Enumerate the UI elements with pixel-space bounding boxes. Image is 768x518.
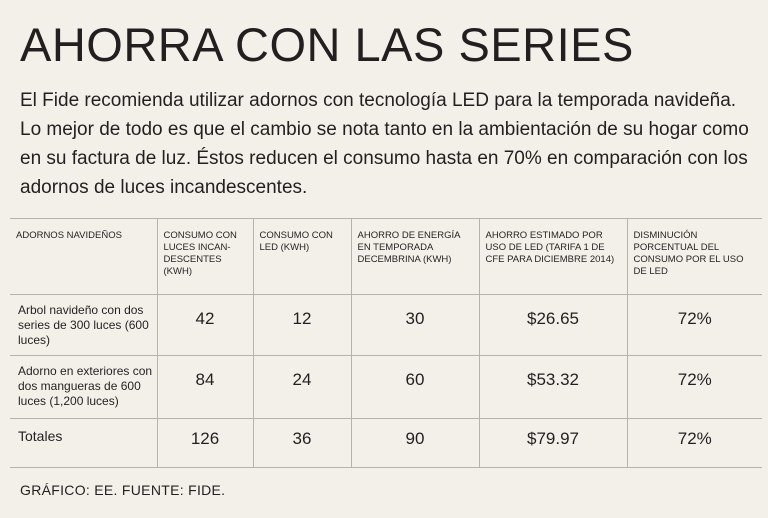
header-disminucion: DISMINUCIÓN PORCENTUAL DEL CONSUMO POR E… [626,218,762,295]
table-row: Adorno en exteriores con dos mangueras d… [10,355,762,419]
cell-ahorro-energia: 30 [350,294,480,356]
intro-paragraph: El Fide recomienda utilizar adornos con … [20,90,749,198]
header-consumo-led: CONSUMO CON LED (KWH) [252,218,352,295]
row-label: Adorno en exteriores con dos mangueras d… [10,355,158,419]
header-ahorro-estimado: AHORRO ESTIMADO POR USO DE LED (TARIFA 1… [478,218,628,295]
cell-ahorro-estimado: $26.65 [478,294,628,356]
header-consumo-incandescentes: CONSUMO CON LUCES INCAN-DESCENTES (KWH) [156,218,254,295]
cell-consumo-incandescentes: 42 [156,294,254,356]
cell-total-ahorro-estimado: $79.97 [478,418,628,468]
table-row-totals: Totales 126 36 90 $79.97 72% [10,418,762,468]
cell-ahorro-energia: 60 [350,355,480,419]
header-adornos: ADORNOS NAVIDEÑOS [10,218,158,295]
cell-total-disminucion: 72% [626,418,762,468]
page-title: AHORRA CON LAS SERIES [20,18,634,71]
row-label: Arbol navideño con dos series de 300 luc… [10,294,158,356]
cell-consumo-incandescentes: 84 [156,355,254,419]
cell-consumo-led: 24 [252,355,352,419]
savings-table: ADORNOS NAVIDEÑOS CONSUMO CON LUCES INCA… [10,218,762,468]
cell-total-led: 36 [252,418,352,468]
cell-disminucion: 72% [626,355,762,419]
cell-total-ahorro-energia: 90 [350,418,480,468]
table-header-row: ADORNOS NAVIDEÑOS CONSUMO CON LUCES INCA… [10,218,762,295]
cell-total-incandescentes: 126 [156,418,254,468]
cell-consumo-led: 12 [252,294,352,356]
cell-ahorro-estimado: $53.32 [478,355,628,419]
cell-disminucion: 72% [626,294,762,356]
header-ahorro-energia: AHORRO DE ENERGÍA EN TEMPORADA DECEMBRIN… [350,218,480,295]
table-row: Arbol navideño con dos series de 300 luc… [10,294,762,356]
row-label-totals: Totales [10,418,158,468]
source-credit: GRÁFICO: EE. FUENTE: FIDE. [20,482,226,498]
